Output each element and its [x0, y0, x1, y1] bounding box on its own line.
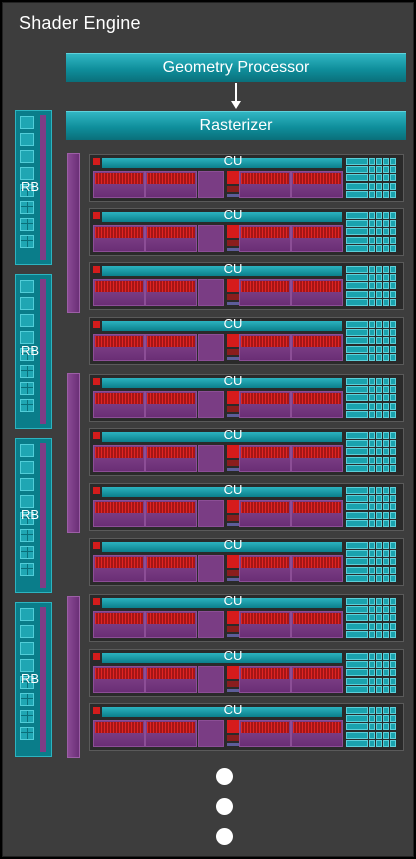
render-backend: RB [15, 438, 52, 593]
compute-unit: CU [89, 427, 404, 476]
compute-unit: CU [89, 261, 404, 310]
render-backend-label: RB [21, 343, 40, 358]
compute-unit-label: CU [223, 537, 243, 552]
continuation-dot [216, 828, 233, 845]
down-arrow-icon [231, 83, 241, 109]
compute-unit: CU [89, 207, 404, 256]
compute-unit: CU [89, 316, 404, 365]
compute-unit: CU [89, 648, 404, 697]
compute-unit-label: CU [223, 261, 243, 276]
side-bar [67, 373, 80, 533]
compute-unit-label: CU [223, 593, 243, 608]
compute-unit: CU [89, 593, 404, 642]
compute-unit-label: CU [223, 482, 243, 497]
rasterizer: Rasterizer [66, 111, 406, 140]
geometry-processor: Geometry Processor [66, 53, 406, 82]
render-backend-label: RB [21, 179, 40, 194]
side-bar [67, 153, 80, 313]
compute-unit: CU [89, 702, 404, 751]
shader-engine-title: Shader Engine [19, 13, 141, 33]
compute-unit: CU [89, 537, 404, 586]
render-backend-label: RB [21, 671, 40, 686]
compute-unit: CU [89, 482, 404, 531]
render-backend: RB [15, 274, 52, 429]
geometry-processor-label: Geometry Processor [162, 59, 310, 76]
compute-unit-label: CU [223, 427, 243, 442]
compute-unit: CU [89, 153, 404, 202]
rasterizer-label: Rasterizer [199, 117, 273, 134]
side-bar [67, 596, 80, 758]
compute-unit-label: CU [223, 153, 243, 168]
compute-unit: CU [89, 373, 404, 422]
continuation-dot [216, 798, 233, 815]
render-backend: RB [15, 110, 52, 265]
compute-unit-label: CU [223, 648, 243, 663]
compute-unit-label: CU [223, 373, 243, 388]
compute-unit-label: CU [223, 207, 243, 222]
continuation-dot [216, 768, 233, 785]
compute-unit-label: CU [223, 702, 243, 717]
compute-unit-label: CU [223, 316, 243, 331]
render-backend: RB [15, 602, 52, 757]
render-backend-label: RB [21, 507, 40, 522]
